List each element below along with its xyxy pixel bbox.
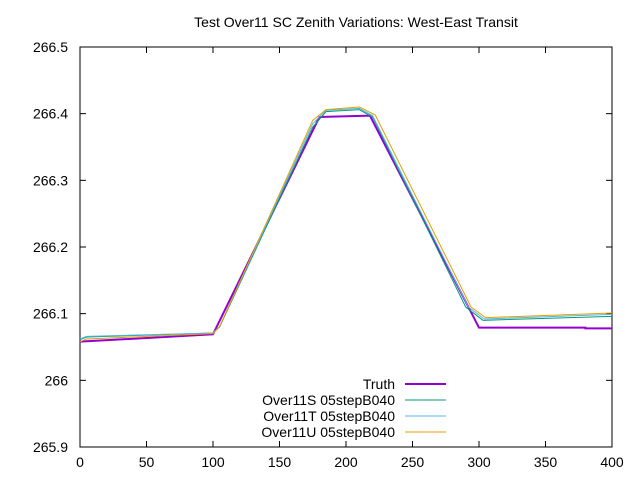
- chart-title: Test Over11 SC Zenith Variations: West-E…: [194, 14, 518, 30]
- series-line-3: [79, 106, 613, 343]
- y-tick-label: 266: [45, 372, 69, 388]
- y-tick-label: 266.4: [33, 106, 68, 122]
- x-tick-label: 250: [401, 454, 425, 470]
- x-tick-label: 50: [139, 454, 155, 470]
- x-tick-label: 200: [334, 454, 358, 470]
- legend-label: Over11T 05stepB040: [263, 408, 395, 424]
- x-tick-label: 400: [600, 454, 624, 470]
- x-tick-label: 0: [76, 454, 84, 470]
- plot-frame: [79, 46, 613, 448]
- legend-label: Over11U 05stepB040: [261, 424, 395, 440]
- x-tick-label: 150: [268, 454, 292, 470]
- legend-label: Truth: [363, 376, 395, 392]
- series-line-0: [79, 114, 612, 343]
- series-line-2: [79, 107, 613, 340]
- x-tick-label: 350: [534, 454, 558, 470]
- legend-label: Over11S 05stepB040: [262, 392, 395, 408]
- y-tick-label: 265.9: [33, 439, 68, 455]
- series-line-1: [79, 109, 613, 341]
- y-tick-label: 266.2: [33, 239, 68, 255]
- y-tick-label: 266.3: [33, 172, 68, 188]
- x-tick-label: 300: [467, 454, 491, 470]
- x-tick-label: 100: [201, 454, 225, 470]
- y-tick-label: 266.1: [33, 306, 68, 322]
- y-tick-label: 266.5: [33, 39, 68, 55]
